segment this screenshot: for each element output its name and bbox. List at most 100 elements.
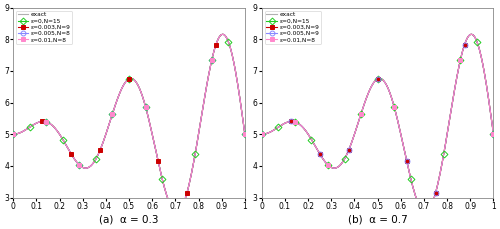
Line: ε=0.005,N=9: ε=0.005,N=9: [260, 42, 496, 195]
exact: [148, 128, 154, 131]
Line: ε=0,N=15: ε=0,N=15: [11, 39, 248, 214]
ε=0.003,N=9: [259, 133, 265, 136]
ε=0,N=15: [458, 59, 464, 61]
ε=0.005,N=8: [110, 112, 116, 115]
exact: [455, 71, 461, 74]
ε=0.003,N=9: [346, 149, 352, 152]
ε=0.01,N=8: [142, 105, 148, 108]
exact: [206, 71, 212, 74]
ε=0.005,N=8: [242, 133, 248, 136]
ε=0.005,N=9: [346, 149, 352, 152]
exact: [222, 34, 228, 37]
ε=0.003,N=9: [213, 43, 219, 46]
ε=0,N=15: [76, 164, 82, 166]
Legend: exact, ε=0,N=15, ε=0.003,N=9, ε=0.005,N=8, ε=0.01,N=8: exact, ε=0,N=15, ε=0.003,N=9, ε=0.005,N=…: [16, 11, 72, 44]
ε=0.003,N=9: [68, 153, 74, 155]
exact: [422, 211, 428, 213]
ε=0.003,N=9: [39, 120, 45, 123]
ε=0,N=15: [408, 177, 414, 180]
ε=0.005,N=9: [490, 133, 496, 136]
exact: [10, 133, 16, 136]
Line: ε=0,N=15: ε=0,N=15: [260, 39, 496, 214]
ε=0.003,N=9: [10, 133, 16, 136]
ε=0.005,N=8: [10, 133, 16, 136]
ε=0,N=15: [110, 112, 116, 115]
ε=0,N=15: [209, 59, 215, 61]
ε=0,N=15: [490, 133, 496, 136]
ε=0,N=15: [142, 105, 148, 108]
exact: [470, 34, 476, 37]
ε=0.003,N=9: [184, 192, 190, 194]
ε=0,N=15: [176, 210, 182, 213]
ε=0.005,N=9: [288, 120, 294, 123]
ε=0.01,N=8: [259, 133, 265, 136]
ε=0,N=15: [474, 40, 480, 43]
Line: ε=0.003,N=9: ε=0.003,N=9: [260, 42, 496, 195]
Line: ε=0.005,N=8: ε=0.005,N=8: [11, 57, 248, 214]
ε=0,N=15: [259, 133, 265, 136]
ε=0.01,N=8: [358, 112, 364, 115]
ε=0.01,N=8: [76, 164, 82, 166]
ε=0,N=15: [342, 158, 347, 160]
ε=0,N=15: [308, 138, 314, 141]
ε=0,N=15: [10, 133, 16, 136]
ε=0,N=15: [242, 133, 248, 136]
Line: ε=0.003,N=9: ε=0.003,N=9: [11, 42, 248, 195]
ε=0,N=15: [325, 164, 331, 166]
ε=0.005,N=8: [209, 59, 215, 61]
ε=0.005,N=9: [432, 192, 438, 194]
ε=0.003,N=9: [242, 133, 248, 136]
ε=0.01,N=8: [424, 210, 430, 213]
ε=0.01,N=8: [44, 120, 50, 123]
exact: [259, 133, 265, 136]
ε=0.005,N=8: [176, 210, 182, 213]
ε=0,N=15: [358, 112, 364, 115]
ε=0,N=15: [44, 120, 50, 123]
ε=0,N=15: [27, 126, 33, 128]
ε=0,N=15: [159, 177, 165, 180]
ε=0,N=15: [424, 210, 430, 213]
exact: [396, 128, 402, 131]
ε=0.003,N=9: [374, 77, 380, 80]
X-axis label: (b)  α = 0.7: (b) α = 0.7: [348, 215, 408, 225]
ε=0.005,N=8: [142, 105, 148, 108]
Line: ε=0.01,N=8: ε=0.01,N=8: [11, 57, 248, 214]
ε=0,N=15: [276, 126, 281, 128]
ε=0.003,N=9: [155, 159, 161, 162]
ε=0.003,N=9: [404, 159, 409, 162]
exact: [220, 33, 226, 36]
ε=0,N=15: [126, 77, 132, 80]
exact: [490, 133, 496, 136]
ε=0.005,N=9: [374, 77, 380, 80]
exact: [152, 146, 158, 148]
ε=0.005,N=8: [44, 120, 50, 123]
ε=0.005,N=9: [404, 159, 409, 162]
exact: [260, 133, 266, 136]
ε=0,N=15: [60, 138, 66, 141]
Line: exact: exact: [13, 34, 245, 212]
ε=0.01,N=8: [209, 59, 215, 61]
ε=0.005,N=9: [316, 153, 322, 155]
ε=0.01,N=8: [325, 164, 331, 166]
exact: [242, 133, 248, 136]
exact: [468, 33, 474, 36]
ε=0.003,N=9: [490, 133, 496, 136]
ε=0.01,N=8: [490, 133, 496, 136]
ε=0.003,N=9: [97, 149, 103, 152]
ε=0.003,N=9: [126, 77, 132, 80]
ε=0,N=15: [391, 105, 397, 108]
exact: [396, 125, 402, 127]
ε=0.01,N=8: [458, 59, 464, 61]
Line: ε=0.01,N=8: ε=0.01,N=8: [260, 57, 496, 214]
ε=0.003,N=9: [316, 153, 322, 155]
ε=0.005,N=8: [76, 164, 82, 166]
exact: [148, 125, 154, 127]
ε=0.005,N=9: [462, 43, 468, 46]
ε=0.01,N=8: [110, 112, 116, 115]
ε=0,N=15: [441, 152, 447, 155]
ε=0,N=15: [226, 40, 232, 43]
ε=0.005,N=9: [259, 133, 265, 136]
exact: [174, 211, 180, 213]
ε=0.01,N=8: [10, 133, 16, 136]
exact: [11, 133, 17, 136]
